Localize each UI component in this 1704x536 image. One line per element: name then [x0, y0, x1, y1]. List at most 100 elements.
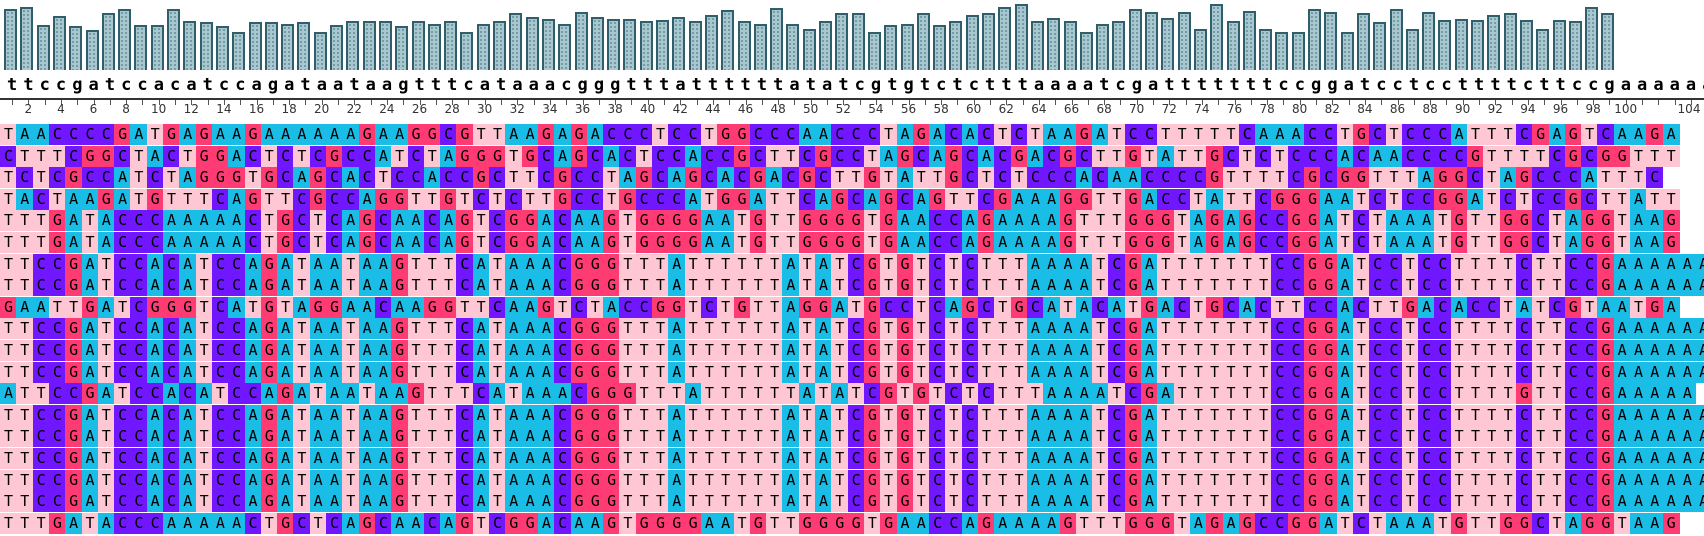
base-cell[interactable]: A	[374, 145, 392, 167]
base-cell[interactable]: T	[521, 188, 539, 210]
base-cell[interactable]: T	[114, 296, 132, 318]
base-cell[interactable]: A	[1026, 232, 1044, 253]
base-cell[interactable]: T	[1222, 188, 1240, 210]
base-cell[interactable]: A	[505, 426, 523, 448]
base-cell[interactable]: T	[1483, 167, 1501, 189]
base-cell[interactable]: T	[1189, 448, 1207, 469]
base-cell[interactable]: G	[603, 318, 621, 340]
base-cell[interactable]: A	[1026, 361, 1044, 383]
base-cell[interactable]: T	[603, 167, 621, 189]
base-cell[interactable]: G	[391, 491, 409, 513]
base-cell[interactable]: C	[1271, 340, 1289, 361]
base-cell[interactable]: C	[374, 210, 392, 232]
base-cell[interactable]: T	[994, 383, 1012, 405]
base-cell[interactable]: A	[668, 361, 686, 383]
base-cell[interactable]: C	[130, 491, 148, 513]
base-cell[interactable]: A	[1646, 512, 1664, 534]
base-cell[interactable]: C	[489, 232, 506, 253]
base-cell[interactable]: T	[195, 448, 213, 469]
base-cell[interactable]: A	[668, 253, 686, 275]
base-cell[interactable]: G	[603, 383, 621, 405]
base-cell[interactable]: A	[537, 448, 555, 469]
base-cell[interactable]: A	[537, 491, 555, 513]
base-cell[interactable]: T	[1385, 167, 1403, 189]
base-cell[interactable]: C	[1515, 124, 1533, 145]
base-cell[interactable]: C	[1434, 145, 1452, 167]
base-cell[interactable]: A	[342, 167, 360, 189]
base-cell[interactable]: C	[1515, 340, 1533, 361]
base-cell[interactable]: C	[211, 404, 229, 426]
base-cell[interactable]: A	[309, 426, 327, 448]
base-cell[interactable]: T	[863, 145, 881, 167]
base-cell[interactable]: C	[130, 426, 148, 448]
base-cell[interactable]: A	[407, 210, 425, 232]
base-cell[interactable]: T	[1206, 361, 1224, 383]
base-cell[interactable]: G	[423, 124, 441, 145]
base-cell[interactable]: G	[603, 253, 621, 275]
base-cell[interactable]: T	[749, 383, 767, 405]
base-cell[interactable]: A	[1499, 167, 1517, 189]
base-cell[interactable]: C	[1581, 253, 1599, 275]
base-cell[interactable]: G	[1304, 469, 1321, 491]
base-cell[interactable]: G	[684, 232, 702, 253]
base-cell[interactable]: C	[945, 383, 963, 405]
base-cell[interactable]: T	[912, 491, 930, 513]
base-cell[interactable]: G	[65, 253, 83, 275]
base-cell[interactable]: A	[1075, 253, 1093, 275]
base-cell[interactable]: T	[586, 296, 604, 318]
base-cell[interactable]: T	[1630, 167, 1647, 189]
base-cell[interactable]: T	[1483, 512, 1501, 534]
base-cell[interactable]: C	[1352, 512, 1370, 534]
base-cell[interactable]: A	[391, 232, 409, 253]
base-cell[interactable]: A	[211, 232, 229, 253]
base-cell[interactable]: T	[489, 404, 506, 426]
base-cell[interactable]: C	[847, 426, 865, 448]
base-cell[interactable]: C	[1418, 404, 1436, 426]
base-cell[interactable]: C	[1564, 167, 1582, 189]
base-cell[interactable]: A	[815, 426, 832, 448]
base-cell[interactable]: C	[1564, 340, 1582, 361]
base-cell[interactable]: T	[1548, 404, 1566, 426]
base-cell[interactable]: G	[1515, 210, 1533, 232]
base-cell[interactable]: T	[16, 253, 34, 275]
base-cell[interactable]: A	[1010, 210, 1028, 232]
base-cell[interactable]: G	[260, 275, 278, 297]
base-cell[interactable]: A	[326, 124, 343, 145]
base-cell[interactable]: T	[81, 232, 99, 253]
base-cell[interactable]: C	[1418, 253, 1436, 275]
base-cell[interactable]: T	[554, 296, 572, 318]
base-cell[interactable]: T	[1173, 491, 1191, 513]
base-cell[interactable]: A	[309, 340, 327, 361]
base-cell[interactable]: T	[1206, 318, 1224, 340]
base-cell[interactable]: G	[1304, 253, 1321, 275]
base-cell[interactable]: G	[48, 210, 66, 232]
base-cell[interactable]: G	[358, 232, 376, 253]
base-cell[interactable]: C	[48, 426, 66, 448]
base-cell[interactable]: A	[326, 426, 343, 448]
base-cell[interactable]: C	[782, 167, 800, 189]
base-cell[interactable]: G	[1581, 232, 1599, 253]
base-cell[interactable]: A	[831, 296, 849, 318]
base-cell[interactable]: C	[1320, 296, 1338, 318]
base-cell[interactable]: C	[554, 426, 572, 448]
base-cell[interactable]: C	[1564, 318, 1582, 340]
base-cell[interactable]: C	[1108, 491, 1126, 513]
base-cell[interactable]: A	[1418, 512, 1436, 534]
base-cell[interactable]: C	[700, 296, 718, 318]
base-cell[interactable]: A	[1450, 296, 1468, 318]
base-cell[interactable]: C	[1434, 275, 1452, 297]
base-cell[interactable]: G	[1499, 210, 1517, 232]
base-cell[interactable]: A	[16, 124, 34, 145]
base-cell[interactable]: A	[374, 426, 392, 448]
base-cell[interactable]: T	[1548, 426, 1566, 448]
base-cell[interactable]: G	[1206, 512, 1224, 534]
base-cell[interactable]: T	[1532, 426, 1550, 448]
base-cell[interactable]: C	[1369, 491, 1387, 513]
base-cell[interactable]: A	[374, 469, 392, 491]
base-cell[interactable]: C	[1369, 253, 1387, 275]
base-cell[interactable]: A	[1026, 188, 1044, 210]
base-cell[interactable]: G	[1124, 275, 1142, 297]
base-cell[interactable]: C	[912, 145, 930, 167]
base-cell[interactable]: C	[652, 188, 669, 210]
base-cell[interactable]: T	[1385, 124, 1403, 145]
